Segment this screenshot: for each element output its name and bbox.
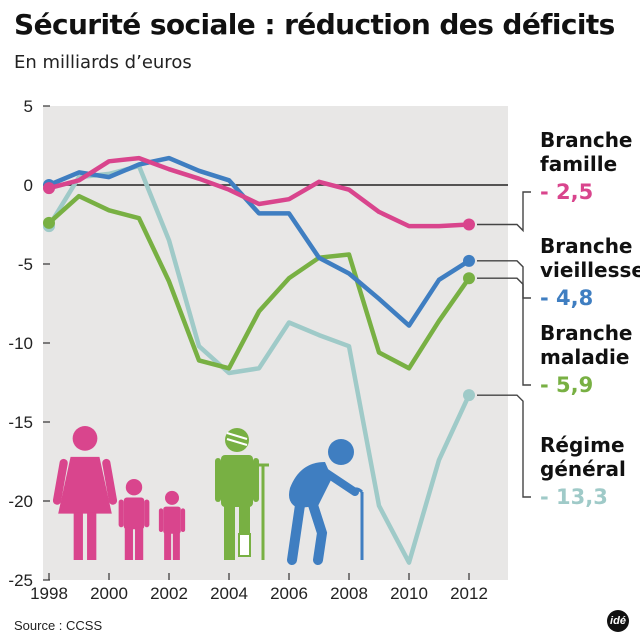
y-tick-label: 0 bbox=[24, 176, 33, 195]
x-axis: 1998 2000 2002 2004 2006 2008 2010 2012 bbox=[30, 573, 488, 603]
chart-title: Sécurité sociale : réduction des déficit… bbox=[14, 8, 615, 41]
head-shape bbox=[72, 426, 98, 451]
series-label-general: général bbox=[540, 457, 626, 481]
x-tick-label: 2004 bbox=[210, 584, 248, 603]
label-connector-famille bbox=[477, 191, 531, 233]
torso-shape bbox=[123, 497, 145, 530]
series-line-vieillesse bbox=[46, 155, 472, 328]
patient-with-crutch-icon bbox=[215, 428, 269, 560]
x-tick-label: 1998 bbox=[30, 584, 68, 603]
head-shape bbox=[328, 439, 354, 465]
arm-shape bbox=[180, 508, 186, 532]
y-tick-label: -20 bbox=[8, 492, 33, 511]
publisher-logo: idé bbox=[607, 610, 629, 632]
torso-shape bbox=[221, 455, 253, 507]
arm-shape bbox=[158, 508, 164, 532]
y-tick-label: -10 bbox=[8, 334, 33, 353]
x-tick-label: 2000 bbox=[90, 584, 128, 603]
chart-subtitle: En milliards d’euros bbox=[14, 52, 192, 73]
cast-shape bbox=[238, 533, 251, 557]
label-connector-maladie bbox=[477, 277, 531, 386]
series-value-vieillesse: - 4,8 bbox=[540, 286, 593, 310]
series-value-famille: - 2,5 bbox=[540, 180, 593, 204]
arm-shape bbox=[52, 458, 68, 505]
arm-shape bbox=[253, 458, 259, 502]
x-tick-label: 2012 bbox=[450, 584, 488, 603]
child-icon bbox=[118, 479, 150, 560]
bandage-shape bbox=[226, 432, 248, 440]
leg-shape bbox=[239, 505, 250, 545]
leg-shape bbox=[124, 527, 133, 560]
series-label-general: Régime bbox=[540, 433, 625, 457]
torso-shape bbox=[163, 506, 181, 534]
series-lines bbox=[43, 155, 475, 565]
bandage-shape bbox=[226, 438, 248, 446]
child-icon bbox=[158, 490, 186, 560]
arm-shape bbox=[318, 466, 359, 496]
head-shape bbox=[125, 479, 143, 496]
y-tick-label: -5 bbox=[18, 255, 33, 274]
y-tick-label: -25 bbox=[8, 571, 33, 590]
label-connector-vieillesse bbox=[477, 260, 531, 299]
series-label-famille: famille bbox=[540, 152, 617, 176]
cane-shape bbox=[348, 487, 364, 494]
leg-shape bbox=[135, 527, 144, 560]
y-axis: 5 0 -5 -10 -15 -20 -25 bbox=[8, 97, 50, 590]
y-tick-label: -15 bbox=[8, 413, 33, 432]
start-point-maladie bbox=[43, 216, 55, 229]
series-value-maladie: - 5,9 bbox=[540, 373, 593, 397]
elderly-with-cane-icon bbox=[287, 439, 364, 565]
leg-shape bbox=[172, 532, 180, 560]
end-point-maladie bbox=[463, 272, 475, 285]
start-point-famille bbox=[43, 182, 55, 195]
series-value-general: - 13,3 bbox=[540, 485, 608, 509]
series-label-vieillesse: vieillesse bbox=[540, 258, 640, 282]
series-label-famille: Branche bbox=[540, 128, 633, 152]
arm-shape bbox=[215, 458, 221, 502]
series-line-famille bbox=[46, 155, 472, 229]
x-tick-label: 2010 bbox=[390, 584, 428, 603]
arm-shape bbox=[144, 499, 150, 528]
end-point-vieillesse bbox=[463, 254, 475, 267]
leg-shape bbox=[308, 500, 328, 565]
icon-group bbox=[52, 426, 364, 565]
end-point-general bbox=[463, 389, 475, 402]
series-label-maladie: maladie bbox=[540, 345, 629, 369]
label-connector-general bbox=[477, 394, 531, 498]
x-tick-label: 2008 bbox=[330, 584, 368, 603]
end-point-famille bbox=[463, 218, 475, 231]
leg-shape bbox=[73, 512, 83, 560]
x-tick-label: 2002 bbox=[150, 584, 188, 603]
series-label-vieillesse: Branche bbox=[540, 234, 633, 258]
leg-shape bbox=[87, 512, 97, 560]
y-tick-label: 5 bbox=[24, 97, 33, 116]
head-shape bbox=[165, 490, 179, 505]
arm-shape bbox=[102, 458, 118, 505]
leg-shape bbox=[287, 500, 305, 565]
source-note: Source : CCSS bbox=[14, 618, 103, 633]
series-line-maladie bbox=[46, 193, 472, 371]
woman-icon bbox=[52, 426, 118, 560]
x-tick-label: 2006 bbox=[270, 584, 308, 603]
leg-shape bbox=[224, 505, 235, 560]
arm-shape bbox=[118, 499, 124, 528]
dress-shape bbox=[58, 456, 112, 514]
leg-shape bbox=[164, 532, 172, 560]
series-label-maladie: Branche bbox=[540, 321, 633, 345]
